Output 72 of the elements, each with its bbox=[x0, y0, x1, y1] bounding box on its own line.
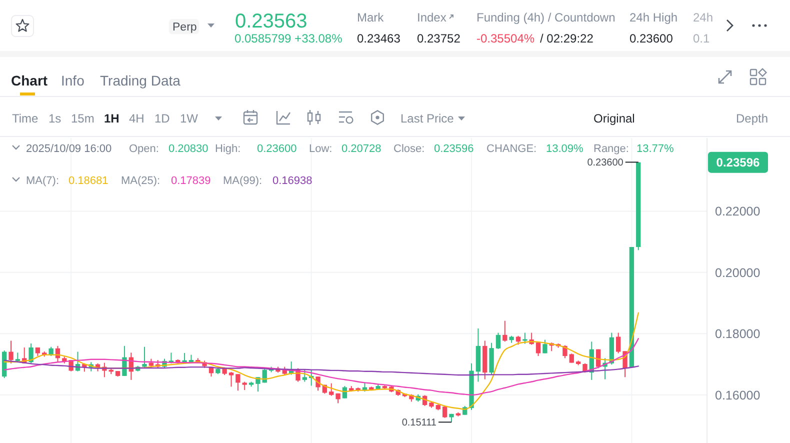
annotation: 0.20728 bbox=[342, 143, 382, 155]
annotation: 0.17839 bbox=[171, 175, 211, 187]
annotation: MA(7): bbox=[26, 175, 59, 187]
text: / 02:29:22 bbox=[540, 32, 594, 46]
text: 0.23563 bbox=[235, 10, 308, 32]
annotation: 13.77% bbox=[636, 143, 674, 155]
annotation: High: bbox=[215, 143, 241, 155]
text: 1W bbox=[180, 112, 199, 126]
text: 0.23596 bbox=[716, 156, 760, 170]
text: 24h High bbox=[630, 10, 678, 24]
annotation: 0.18681 bbox=[68, 175, 108, 187]
candlestick bbox=[28, 342, 34, 364]
candlestick bbox=[562, 344, 568, 359]
text: 0.23752 bbox=[417, 32, 461, 46]
candlestick bbox=[522, 332, 528, 344]
line-series bbox=[4, 338, 639, 396]
y-tick-label: 0.16000 bbox=[715, 388, 760, 402]
candlestick bbox=[569, 353, 574, 364]
text: Trading Data bbox=[100, 72, 181, 88]
candlestick bbox=[142, 346, 147, 369]
text: 0.23600 bbox=[630, 32, 674, 46]
text: 1D bbox=[154, 112, 170, 126]
text: 0.0585799 +33.08% bbox=[234, 32, 343, 46]
annotation: MA(99): bbox=[223, 175, 262, 187]
text: 1H bbox=[104, 112, 120, 126]
text: 15m bbox=[71, 112, 94, 126]
candlestick bbox=[8, 340, 14, 364]
text: Chart bbox=[11, 72, 48, 88]
text: 0.1 bbox=[693, 32, 710, 46]
annotation: Low: bbox=[309, 143, 332, 155]
annotation: 0.16938 bbox=[272, 175, 312, 187]
text: Index bbox=[417, 10, 446, 24]
line-series bbox=[4, 312, 639, 410]
text: Time bbox=[12, 112, 39, 126]
text: Depth bbox=[736, 112, 768, 126]
annotation: MA(25): bbox=[121, 175, 160, 187]
annotation: 13.09% bbox=[546, 143, 584, 155]
text: Last Price bbox=[400, 112, 454, 126]
annotation: Range: bbox=[594, 143, 629, 155]
y-tick-label: 0.22000 bbox=[715, 204, 760, 219]
text: 1s bbox=[48, 112, 62, 126]
annotation: Close: bbox=[394, 143, 425, 155]
candlestick bbox=[168, 352, 174, 364]
text: 4H bbox=[129, 112, 144, 126]
candlestick bbox=[228, 371, 234, 388]
text: 0.23463 bbox=[357, 32, 401, 46]
candlestick bbox=[496, 332, 501, 350]
annotation: 0.23600 bbox=[587, 158, 624, 169]
annotation: 0.15111 bbox=[402, 418, 437, 429]
candlestick bbox=[329, 382, 334, 396]
text: Original bbox=[594, 112, 635, 126]
candlestick bbox=[616, 332, 621, 354]
candlestick bbox=[302, 369, 307, 382]
annotation: Open: bbox=[129, 143, 159, 155]
candlestick bbox=[542, 339, 548, 354]
annotation: 0.23596 bbox=[434, 143, 474, 155]
candlestick bbox=[582, 362, 588, 374]
y-tick-label: 0.18000 bbox=[715, 327, 760, 342]
text: Funding (4h) / Countdown bbox=[476, 10, 616, 24]
text: 24h bbox=[693, 10, 714, 24]
annotation: 2025/10/09 16:00 bbox=[26, 143, 112, 155]
annotation: CHANGE: bbox=[486, 143, 537, 155]
annotation: 0.20830 bbox=[168, 143, 208, 155]
text: Info bbox=[61, 72, 85, 88]
candlestick bbox=[236, 374, 240, 392]
y-tick-label: 0.20000 bbox=[715, 266, 760, 280]
text: Perp bbox=[172, 22, 197, 34]
text: Mark bbox=[357, 10, 385, 24]
candlestick bbox=[502, 320, 508, 342]
text: -0.35504% bbox=[476, 32, 535, 46]
annotation: 0.23600 bbox=[257, 143, 297, 155]
candlestick bbox=[536, 342, 541, 357]
